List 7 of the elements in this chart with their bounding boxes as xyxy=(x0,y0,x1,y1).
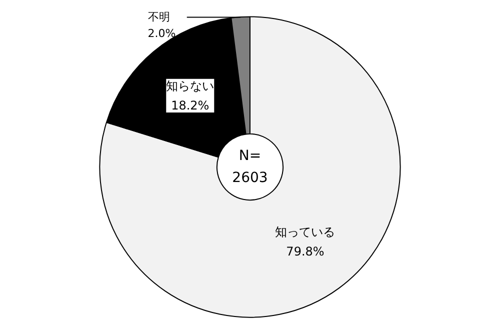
data-label: 2.0% xyxy=(148,27,176,40)
text: N= 2603 xyxy=(232,148,268,186)
legend-label: 不明 xyxy=(148,10,170,24)
data-label: 79.8% xyxy=(286,244,324,259)
data-label: 18.2% xyxy=(171,98,210,113)
slice-label: 知っている xyxy=(275,225,336,240)
slice-label: 知らない xyxy=(166,78,214,93)
